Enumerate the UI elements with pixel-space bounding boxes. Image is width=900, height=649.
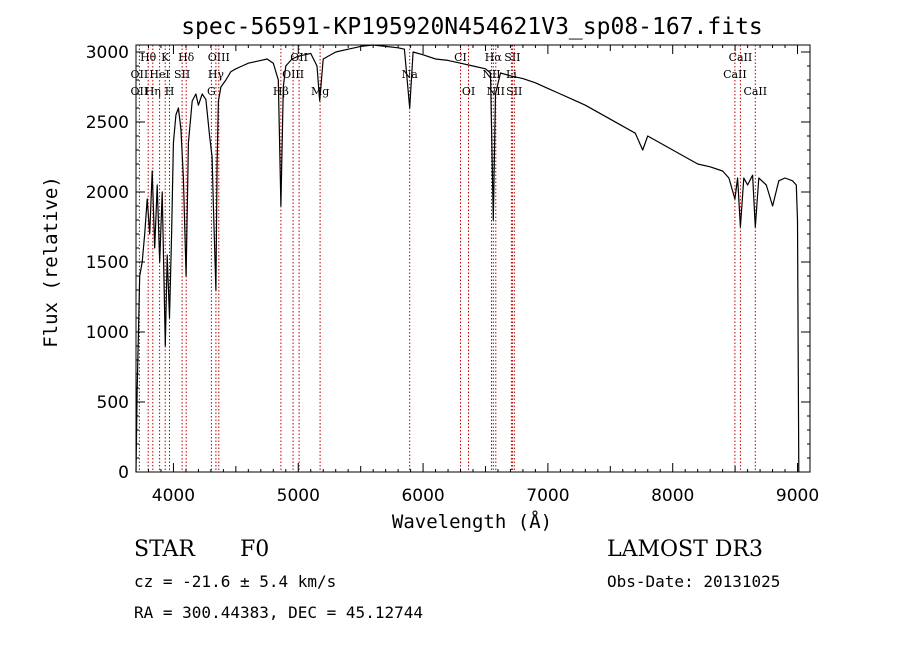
series-line-0 bbox=[135, 44, 800, 473]
plot-frame bbox=[135, 44, 811, 473]
redshift-text: cz = -21.6 ± 5.4 km/s bbox=[134, 572, 337, 591]
line-label-11: SII bbox=[174, 68, 190, 81]
line-label-0: Hθ bbox=[140, 51, 157, 64]
chart-title: spec-56591-KP195920N454621V3_sp08-167.fi… bbox=[181, 14, 763, 40]
line-label-20: H bbox=[165, 85, 175, 98]
obs-date: Obs-Date: 20131025 bbox=[607, 572, 781, 591]
line-label-16: Li bbox=[506, 68, 517, 81]
x-tick-label-2: 6000 bbox=[401, 486, 444, 506]
line-label-13: OIII bbox=[282, 68, 304, 81]
y-tick-label-6: 3000 bbox=[86, 43, 129, 63]
y-tick-label-5: 2500 bbox=[86, 113, 129, 133]
object-class: STAR bbox=[134, 537, 195, 562]
line-label-17: CaII bbox=[723, 68, 747, 81]
series-group bbox=[135, 44, 800, 473]
line-label-26: SII bbox=[506, 85, 522, 98]
x-tick-label-1: 5000 bbox=[277, 486, 320, 506]
x-tick-label-3: 7000 bbox=[526, 486, 569, 506]
line-label-19: Hη bbox=[145, 85, 161, 98]
line-label-6: Hα bbox=[485, 51, 503, 64]
y-tick-label-2: 1000 bbox=[86, 323, 129, 343]
line-label-3: OIII bbox=[208, 51, 230, 64]
line-label-24: OI bbox=[462, 85, 475, 98]
line-label-14: Na bbox=[402, 68, 419, 81]
line-label-18: OII bbox=[131, 85, 149, 98]
line-label-23: Mg bbox=[311, 85, 329, 98]
line-markers bbox=[138, 45, 756, 472]
line-label-27: CaII bbox=[743, 85, 767, 98]
line-label-22: Hβ bbox=[273, 85, 289, 98]
y-tick-label-3: 1500 bbox=[86, 253, 129, 273]
line-label-12: Hγ bbox=[208, 68, 225, 81]
line-label-2: Hδ bbox=[178, 51, 195, 64]
y-tick-label-1: 500 bbox=[97, 393, 129, 413]
axes: 4000 5000 6000 7000 8000 9000 0 500 1000 1500 2000… bbox=[86, 43, 819, 506]
y-tick-label-4: 2000 bbox=[86, 183, 129, 203]
spectral-subclass: F0 bbox=[240, 537, 270, 562]
line-label-5: CI bbox=[454, 51, 467, 64]
line-label-25: NII bbox=[487, 85, 505, 98]
line-label-10: HeI bbox=[149, 68, 169, 81]
line-label-21: G bbox=[207, 85, 216, 98]
x-tick-label-5: 9000 bbox=[776, 486, 819, 506]
line-label-9: OII bbox=[131, 68, 149, 81]
y-tick-label-0: 0 bbox=[118, 463, 129, 483]
y-axis-label: Flux (relative) bbox=[40, 176, 62, 348]
line-label-4: OII bbox=[290, 51, 308, 64]
line-label-8: CaII bbox=[729, 51, 753, 64]
x-tick-label-0: 4000 bbox=[152, 486, 195, 506]
coordinates: RA = 300.44383, DEC = 45.12744 bbox=[134, 603, 423, 622]
line-label-1: K bbox=[161, 51, 170, 64]
x-axis-label: Wavelength (Å) bbox=[392, 510, 552, 533]
line-label-15: NII bbox=[482, 68, 500, 81]
survey-label: LAMOST DR3 bbox=[607, 537, 763, 562]
line-label-7: SII bbox=[504, 51, 520, 64]
x-tick-label-4: 8000 bbox=[651, 486, 694, 506]
